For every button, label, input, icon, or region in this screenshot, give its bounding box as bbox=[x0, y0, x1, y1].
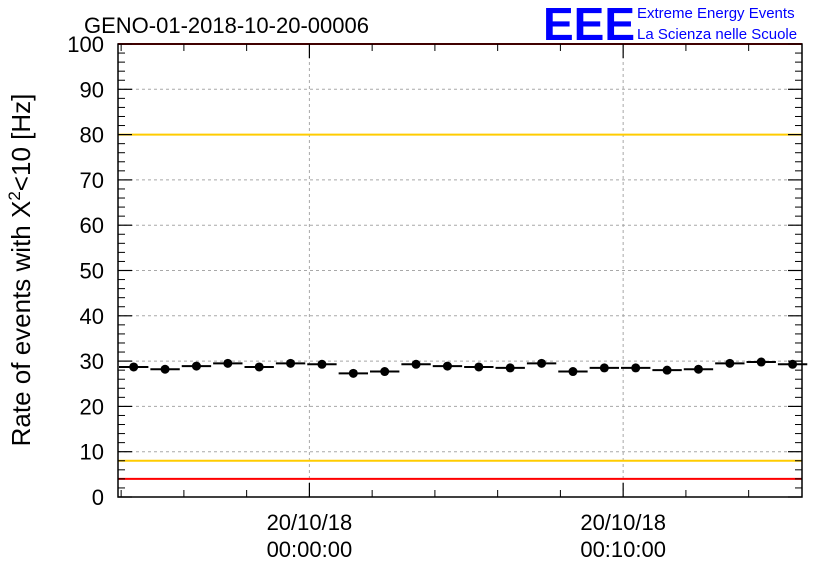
eee-logo: EEE Extreme Energy Events La Scienza nel… bbox=[543, 0, 797, 50]
data-point bbox=[380, 367, 390, 377]
x-tick-label-time: 00:10:00 bbox=[580, 537, 666, 562]
y-tick-label: 0 bbox=[92, 485, 104, 510]
logo-line-1: Extreme Energy Events bbox=[637, 5, 795, 22]
data-point bbox=[568, 367, 578, 377]
y-axis-title: Rate of events with X2<10 [Hz] bbox=[5, 94, 36, 447]
x-tick-label-date: 20/10/18 bbox=[267, 510, 353, 535]
data-point bbox=[662, 365, 672, 375]
data-point bbox=[348, 368, 358, 378]
data-point bbox=[317, 359, 327, 369]
data-point bbox=[599, 363, 609, 373]
data-series bbox=[119, 357, 808, 378]
grid bbox=[118, 44, 802, 497]
y-tick-label: 30 bbox=[80, 349, 104, 374]
y-axis-title-suffix: <10 [Hz] bbox=[6, 94, 36, 192]
data-point bbox=[474, 362, 484, 372]
y-tick-label: 90 bbox=[80, 77, 104, 102]
x-tick-label-time: 00:00:00 bbox=[267, 537, 353, 562]
axes bbox=[117, 43, 803, 498]
data-point bbox=[537, 358, 547, 368]
data-point bbox=[129, 362, 139, 372]
y-axis-title-chi: X bbox=[6, 201, 36, 218]
y-tick-label: 80 bbox=[80, 123, 104, 148]
x-tick-label-date: 20/10/18 bbox=[580, 510, 666, 535]
data-point bbox=[505, 363, 515, 373]
data-point bbox=[223, 358, 233, 368]
reference-lines bbox=[118, 43, 802, 480]
data-point bbox=[631, 363, 641, 373]
data-point bbox=[756, 357, 766, 367]
data-point bbox=[442, 361, 452, 371]
y-tick-labels: 0 10 20 30 40 50 60 70 80 90 100 bbox=[67, 32, 104, 510]
data-point bbox=[693, 364, 703, 374]
data-point bbox=[254, 362, 264, 372]
y-tick-label: 70 bbox=[80, 168, 104, 193]
logo-letters: EEE bbox=[543, 0, 635, 50]
y-tick-label: 100 bbox=[67, 32, 104, 57]
y-tick-label: 20 bbox=[80, 394, 104, 419]
data-point bbox=[286, 358, 296, 368]
data-point bbox=[191, 361, 201, 371]
data-point bbox=[725, 358, 735, 368]
logo-line-2: La Scienza nelle Scuole bbox=[637, 26, 797, 43]
chart-title: GENO-01-2018-10-20-00006 bbox=[84, 13, 369, 38]
y-axis-title-prefix: Rate of events with bbox=[6, 218, 36, 446]
y-tick-label: 10 bbox=[80, 440, 104, 465]
data-point bbox=[411, 359, 421, 369]
data-point bbox=[160, 364, 170, 374]
y-axis-title-sup: 2 bbox=[5, 191, 24, 200]
y-tick-label: 50 bbox=[80, 259, 104, 284]
y-tick-label: 40 bbox=[80, 304, 104, 329]
data-point bbox=[788, 359, 798, 369]
y-tick-label: 60 bbox=[80, 213, 104, 238]
